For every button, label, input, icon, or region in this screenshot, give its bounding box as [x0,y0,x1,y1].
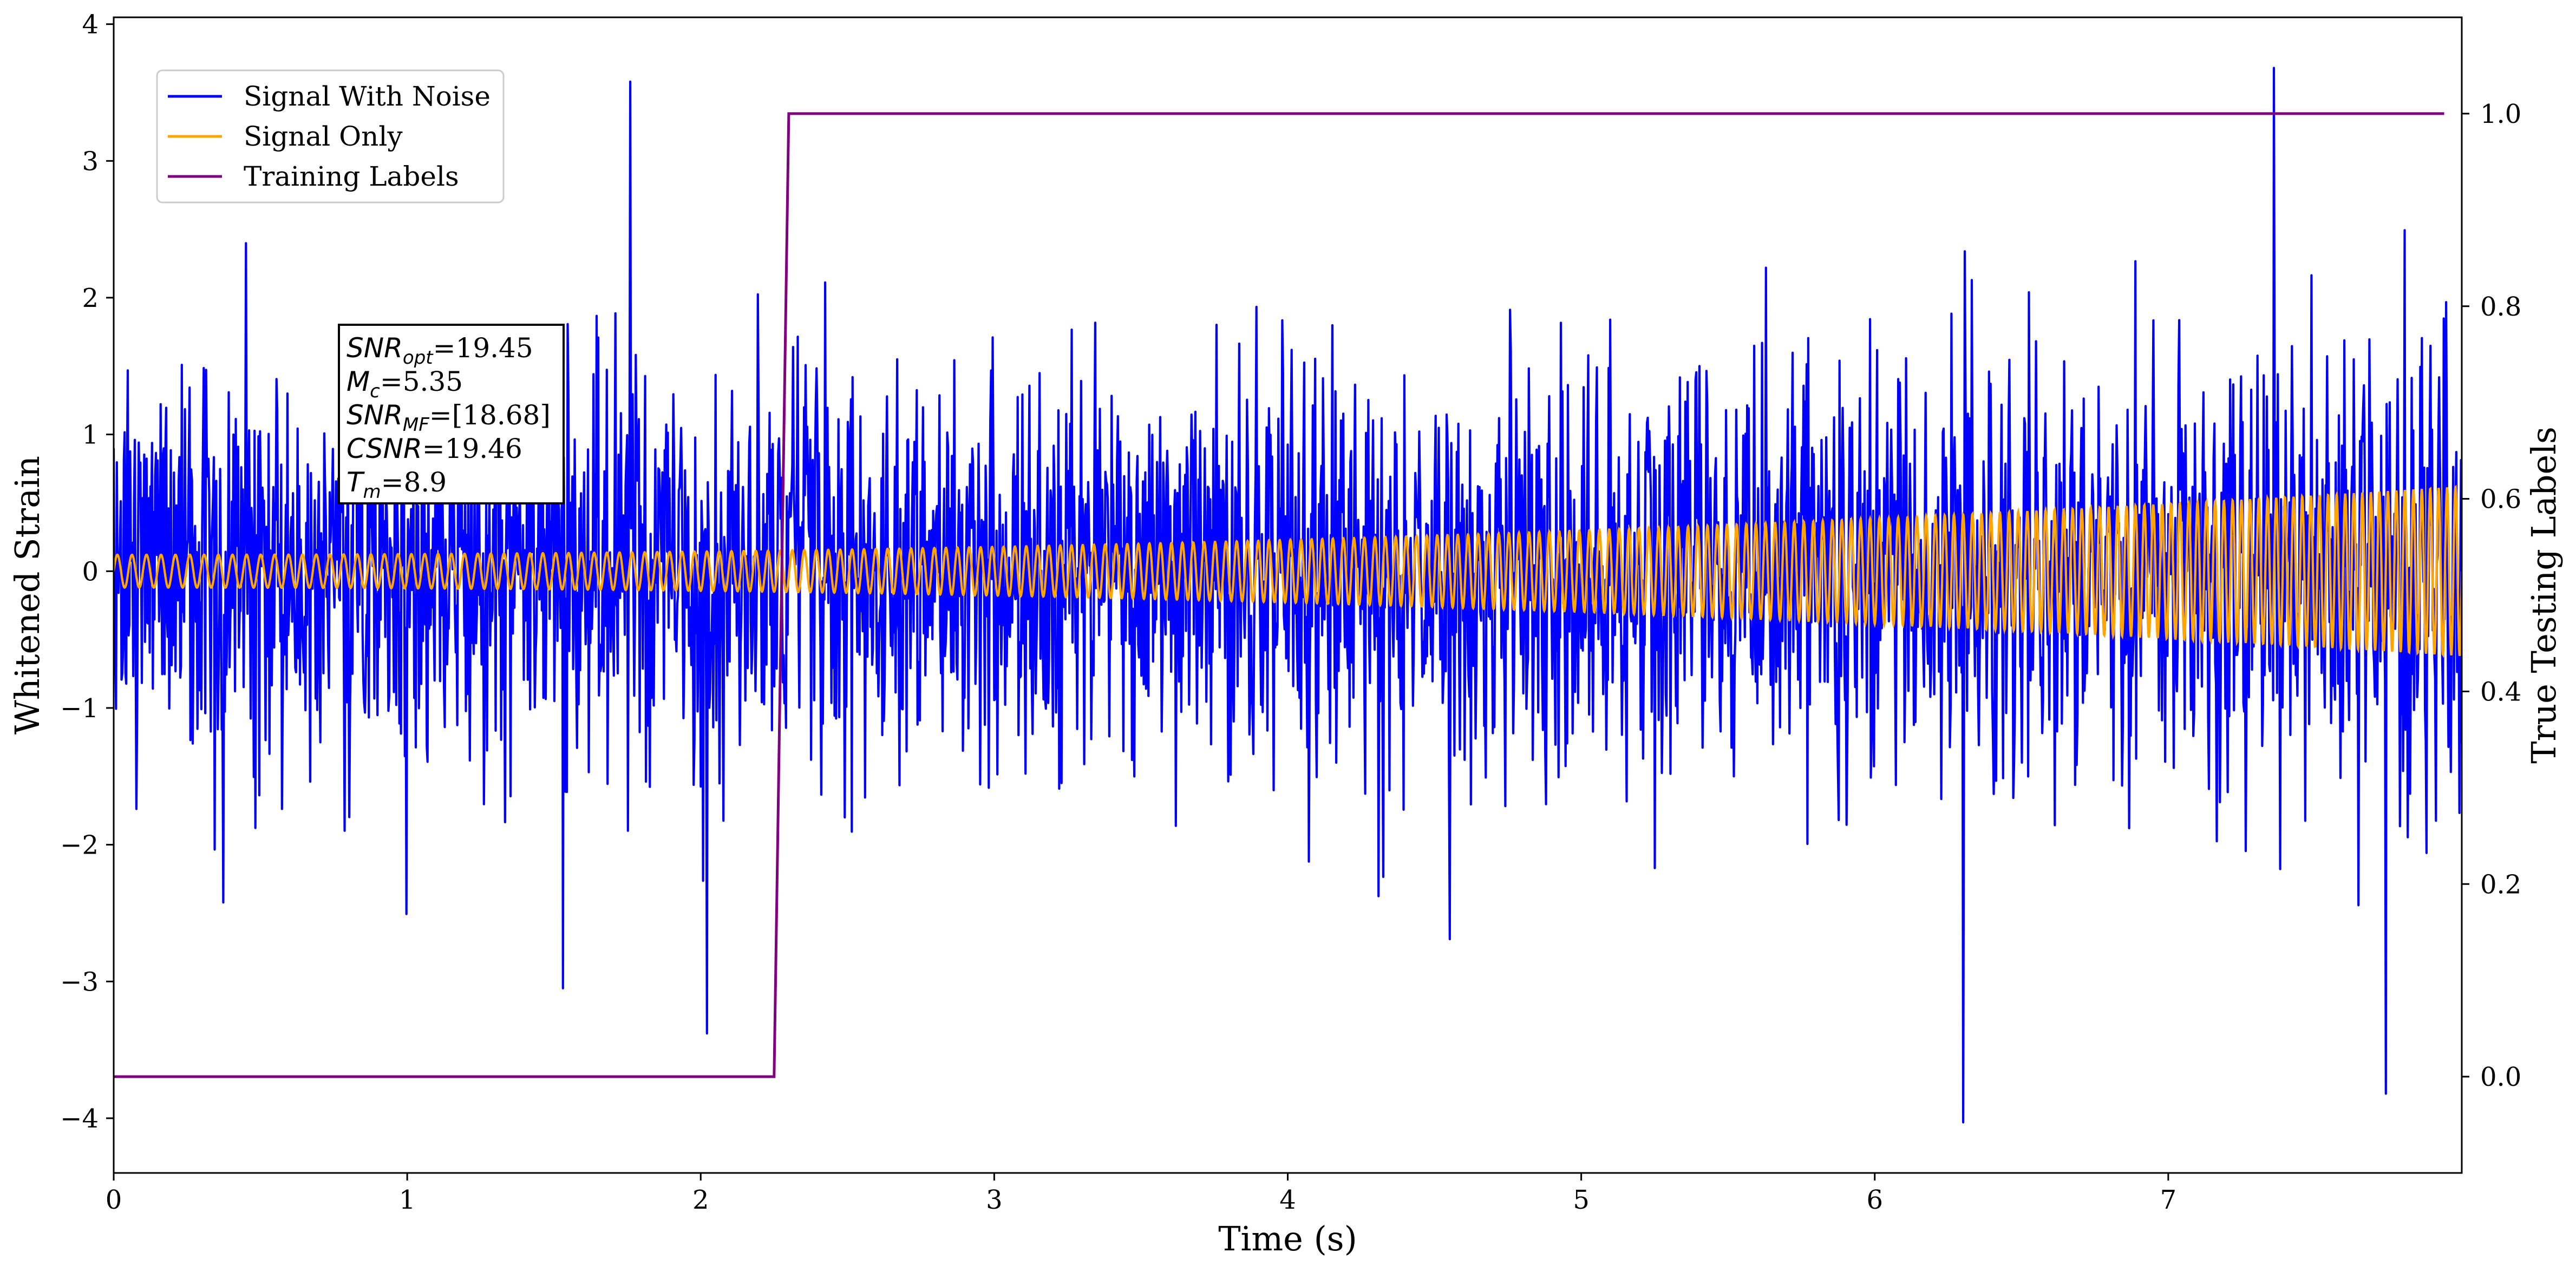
y-tick-label: 1 [82,420,99,450]
x-tick-label: 4 [1279,1185,1296,1215]
annotation-value: =19.46 [422,433,522,464]
series-line-signal-only [114,484,2462,658]
y2-tick-label: 1.0 [2480,99,2521,129]
x-tick-label: 7 [2160,1185,2177,1215]
legend-label: Signal With Noise [244,81,491,112]
annotation-line: Mc=5.35 [346,366,463,402]
annotation-value: =[18.68] [429,399,551,431]
y-tick-label: −2 [60,830,99,861]
annotation-line: SNRMF=[18.68] [346,399,551,436]
annotation-symbol: SNR [346,399,403,431]
annotation-box: SNRopt=19.45Mc=5.35SNRMF=[18.68]CSNR=19.… [338,324,565,504]
x-tick-label: 5 [1573,1185,1590,1215]
annotation-value: =5.35 [380,366,463,397]
y2-tick-label: 0.0 [2480,1062,2521,1092]
y-tick-label: 4 [82,10,99,40]
annotation-value: =19.45 [433,332,533,364]
y2-tick-label: 0.8 [2480,292,2521,322]
plot-area [114,67,2462,1124]
annotation-line: SNRopt=19.45 [346,332,533,369]
annotation-subscript: opt [403,347,434,369]
y-tick-label: −1 [60,693,99,724]
legend-label: Training Labels [244,161,459,192]
annotation-value: =8.9 [381,467,447,498]
y2-tick-label: 0.6 [2480,484,2521,515]
annotation-symbol: T [346,467,365,498]
legend-label: Signal Only [244,121,403,152]
x-tick-label: 3 [986,1185,1003,1215]
y2-tick-label: 0.2 [2480,869,2521,900]
annotation-symbol: SNR [346,332,403,364]
series-line-signal-with-noise [114,67,2462,1124]
x-axis-title: Time (s) [1218,1219,1357,1258]
annotation-line: Tm=8.9 [346,467,447,503]
axes: 0 1 2 3 4 5 6 7 −4 −3 −2 −1 0 1 2 3 4 0.0 0.2 0.4 0.6 0.8 1.0 T… [8,10,2564,1258]
annotation-line: CSNR=19.46 [346,433,522,464]
annotation-subscript: c [370,381,380,402]
x-tick-label: 2 [692,1185,709,1215]
annotation-symbol: CSNR [346,433,422,464]
legend: Signal With Noise Signal Only Training Lab… [156,69,505,204]
annotation-subscript: m [363,481,381,503]
y-tick-label: −4 [60,1104,99,1134]
x-tick-label: 0 [106,1185,122,1215]
y-axis-title: Whitened Strain [8,456,47,735]
annotation-frame [338,324,565,504]
y2-axis-title: True Testing Labels [2524,427,2564,764]
y-tick-label: 3 [82,146,99,176]
y-tick-label: −3 [60,967,99,997]
x-tick-label: 1 [399,1185,416,1215]
legend-box [156,69,505,204]
x-tick-label: 6 [1866,1185,1883,1215]
series-line-training-labels [114,112,2444,1078]
y-tick-label: 2 [82,283,99,313]
annotation-symbol: M [346,366,370,397]
y-tick-label: 0 [82,556,99,587]
annotation-subscript: MF [403,414,429,436]
y2-tick-label: 0.4 [2480,677,2521,707]
